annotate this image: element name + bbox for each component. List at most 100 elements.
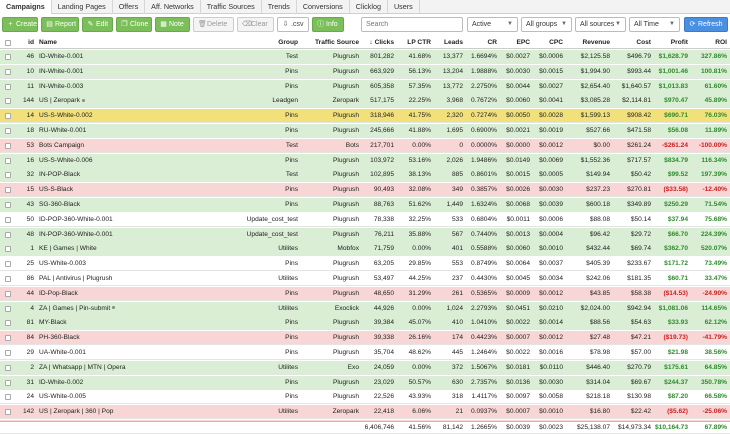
search-input[interactable] xyxy=(366,18,462,31)
row-checkbox[interactable] xyxy=(5,113,11,120)
col-clicks[interactable]: ↓ Clicks xyxy=(362,37,394,49)
col-cost[interactable]: Cost xyxy=(636,39,651,46)
cell-lpctr: 32.25% xyxy=(408,215,431,223)
cell-cr: 1.6694% xyxy=(470,53,497,60)
col-source[interactable]: Traffic Source xyxy=(315,39,359,46)
tab-trends[interactable]: Trends xyxy=(262,0,297,14)
row-checkbox[interactable] xyxy=(5,394,11,401)
csv-button[interactable]: ⇩ .csv xyxy=(277,17,309,32)
table-row[interactable]: 2 ZA | Whatsapp | MTN | Opera Utilites Exo 2… xyxy=(0,360,730,375)
cell-cr: 0.7672% xyxy=(470,97,497,105)
table-row[interactable]: 48 IN-POP-360-White-0.001 Update_cost_test… xyxy=(0,227,730,242)
status-select[interactable]: Active ▼ xyxy=(467,17,518,32)
row-checkbox[interactable] xyxy=(5,335,11,342)
tab-clicklog[interactable]: Clicklog xyxy=(350,0,388,14)
table-row[interactable]: 46 ID-White-0.001 Test Plugrush 801,282 41.68… xyxy=(0,50,730,64)
col-revenue[interactable]: Revenue xyxy=(582,39,611,46)
row-checkbox[interactable] xyxy=(5,364,11,371)
table-row[interactable]: 43 SG-360-Black Pins Plugrush 88,763 51.62% 1,… xyxy=(0,198,730,212)
row-checkbox[interactable] xyxy=(5,276,11,282)
row-checkbox[interactable] xyxy=(5,216,11,223)
col-id[interactable]: id xyxy=(28,39,34,46)
row-checkbox[interactable] xyxy=(5,231,11,238)
row-checkbox[interactable] xyxy=(5,128,11,134)
delete-button[interactable]: 🗑Delete xyxy=(193,17,234,32)
table-row[interactable]: 11 IN-White-0.003 Pins Plugrush 605,358 57.35… xyxy=(0,79,730,94)
cell-group: Utilites xyxy=(278,363,298,371)
tab-traffic-sources[interactable]: Traffic Sources xyxy=(201,0,262,14)
table-row[interactable]: 32 IN-POP-Black Test Plugrush 102,895 38.13% 8… xyxy=(0,168,730,183)
row-checkbox[interactable] xyxy=(5,187,11,194)
cell-id: 53 xyxy=(26,141,34,149)
report-button[interactable]: ▤ Report xyxy=(41,17,79,32)
col-group[interactable]: Group xyxy=(278,39,298,46)
select-all-checkbox[interactable] xyxy=(5,40,11,46)
row-checkbox[interactable] xyxy=(5,142,11,149)
row-checkbox[interactable] xyxy=(5,98,11,105)
table-row[interactable]: 144 US | Zeropark Leadgen Zeropark 517,175 22… xyxy=(0,94,730,109)
table-row[interactable]: 15 US-S-Black Pins Plugrush 90,493 32.08% 349 0… xyxy=(0,183,730,198)
time-select[interactable]: All Time ▼ xyxy=(629,17,680,32)
table-row[interactable]: 86 PAL | Antivirus | Plugrush Utilites Plug… xyxy=(0,272,730,286)
table-row[interactable]: 44 ID-Pop-Black Pins Plugrush 48,650 31.29% 26… xyxy=(0,286,730,301)
col-cr[interactable]: CR xyxy=(487,39,497,46)
cell-name: IN-White-0.001 xyxy=(39,67,84,75)
row-checkbox[interactable] xyxy=(5,305,11,312)
row-checkbox[interactable] xyxy=(5,54,11,60)
table-row[interactable]: 18 RU-White-0.001 Pins Plugrush 245,666 41.88… xyxy=(0,124,730,138)
table-row[interactable]: 24 US-White-0.005 Pins Plugrush 22,526 43.93%… xyxy=(0,390,730,405)
col-epc[interactable]: EPC xyxy=(516,39,530,46)
row-checkbox[interactable] xyxy=(5,202,11,208)
tab-conversions[interactable]: Conversions xyxy=(297,0,350,14)
row-checkbox[interactable] xyxy=(5,261,11,268)
tab-offers[interactable]: Offers xyxy=(113,0,146,14)
cell-profit: $1,628.79 xyxy=(658,53,688,60)
row-checkbox[interactable] xyxy=(5,246,11,253)
row-checkbox[interactable] xyxy=(5,379,11,386)
create-button[interactable]: + Create xyxy=(2,17,38,32)
tab-landing-pages[interactable]: Landing Pages xyxy=(52,0,113,14)
search-field[interactable] xyxy=(361,17,463,32)
table-row[interactable]: 53 Bots Campaign Test Bots 217,701 0.00% 0 0.00… xyxy=(0,138,730,153)
col-name[interactable]: Name xyxy=(39,39,57,46)
cell-clicks: 103,972 xyxy=(370,156,394,164)
note-button[interactable]: ▦ Note xyxy=(155,17,190,32)
tab-aff-networks[interactable]: Aff. Networks xyxy=(145,0,201,14)
table-row[interactable]: 1 KE | Games | White Utilites Mobfox 71,759 0… xyxy=(0,242,730,257)
refresh-button[interactable]: ⟳ Refresh xyxy=(684,17,728,32)
table-row[interactable]: 31 ID-White-0.002 Pins Plugrush 23,029 50.57%… xyxy=(0,375,730,390)
clone-button[interactable]: ❐ Clone xyxy=(116,17,152,32)
col-cpc[interactable]: CPC xyxy=(549,39,563,46)
table-row[interactable]: 29 UA-White-0.001 Pins Plugrush 35,704 48.62%… xyxy=(0,346,730,360)
table-row[interactable]: 10 IN-White-0.001 Pins Plugrush 663,929 56.13… xyxy=(0,64,730,79)
col-leads[interactable]: Leads xyxy=(443,39,463,46)
col-profit[interactable]: Profit xyxy=(670,39,688,46)
row-checkbox[interactable] xyxy=(5,83,11,90)
table-row[interactable]: 14 US-S-White-0.002 Pins Plugrush 318,946 41.… xyxy=(0,109,730,124)
table-row[interactable]: 84 PH-360-Black Pins Plugrush 39,338 26.16% 17… xyxy=(0,331,730,346)
cell-cr: 0.0937% xyxy=(470,408,497,416)
edit-button[interactable]: ✎ Edit xyxy=(82,17,113,32)
groups-select[interactable]: All groups ▼ xyxy=(521,17,572,32)
clear-button[interactable]: ⌫Clear xyxy=(237,17,274,32)
row-checkbox[interactable] xyxy=(5,409,11,416)
sources-select[interactable]: All sources ▼ xyxy=(575,17,626,32)
table-row[interactable]: 50 ID-POP-360-White-0.001 Update_cost_test… xyxy=(0,212,730,227)
col-lpctr[interactable]: LP CTR xyxy=(407,39,431,46)
table-row[interactable]: 16 US-S-White-0.006 Pins Plugrush 103,972 53.… xyxy=(0,153,730,168)
row-checkbox[interactable] xyxy=(5,68,11,75)
info-button[interactable]: ⓘ Info xyxy=(312,17,344,32)
row-checkbox[interactable] xyxy=(5,350,11,356)
tab-users[interactable]: Users xyxy=(388,0,420,14)
table-row[interactable]: 25 US-White-0.003 Pins Plugrush 63,205 29.85%… xyxy=(0,257,730,272)
row-checkbox[interactable] xyxy=(5,157,11,164)
col-roi[interactable]: ROI xyxy=(715,39,727,46)
table-row[interactable]: 4 ZA | Games | Pin-submit Utilites Exoclick… xyxy=(0,301,730,316)
cell-cost: $471.58 xyxy=(627,127,651,134)
row-checkbox[interactable] xyxy=(5,172,11,179)
tab-campaigns[interactable]: Campaigns xyxy=(0,0,52,14)
row-checkbox[interactable] xyxy=(5,290,11,297)
table-row[interactable]: 81 MY-Black Pins Plugrush 39,384 45.07% 410 1.0… xyxy=(0,316,730,331)
table-row[interactable]: 142 US | Zeropark | 360 | Pop Utilites Zero… xyxy=(0,405,730,420)
row-checkbox[interactable] xyxy=(5,320,11,327)
